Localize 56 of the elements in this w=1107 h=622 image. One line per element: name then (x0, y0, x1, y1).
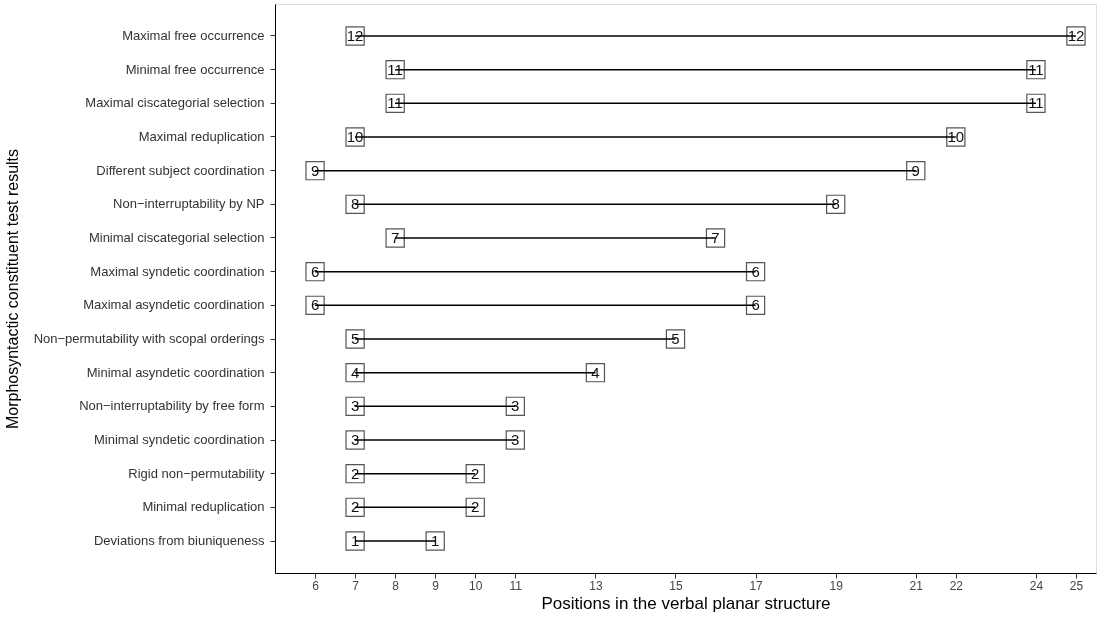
x-tick-label: 7 (352, 578, 360, 593)
y-tick-label: Maximal ciscategorial selection (85, 95, 265, 111)
x-tick-label: 19 (829, 578, 844, 593)
x-tick-label: 24 (1029, 578, 1044, 593)
y-tick-label: Rigid non−permutability (128, 465, 265, 481)
y-tick-label: Different subject coordination (96, 162, 265, 178)
annotation: 5 (671, 330, 680, 347)
annotation: 1 (431, 532, 440, 550)
annotation: 2 (350, 498, 360, 516)
x-tick-label: 8 (392, 578, 400, 593)
annotation: 8 (350, 195, 360, 213)
x-tick-label: 22 (949, 578, 964, 593)
y-tick-label: Non−interruptability by NP (113, 196, 265, 212)
annotation: 11 (387, 94, 403, 112)
x-tick-label: 25 (1069, 578, 1084, 593)
y-axis-title: Morphosyntactic constituent test results (3, 148, 21, 430)
x-tick-label: 9 (432, 578, 440, 593)
y-tick-label: Minimal free occurrence (125, 61, 265, 77)
x-tick-label: 15 (669, 578, 683, 593)
annotation: 10 (947, 127, 965, 145)
x-tick-label: 11 (509, 578, 523, 593)
y-tick-label: Deviations from biuniqueness (93, 533, 265, 549)
annotation: 2 (471, 498, 480, 516)
annotation: 3 (350, 431, 360, 449)
x-tick-label: 6 (312, 578, 320, 593)
annotation: 5 (350, 330, 360, 347)
x-tick-label: 13 (589, 578, 603, 593)
y-tick-label: Minimal reduplication (142, 499, 265, 515)
annotation: 1 (350, 532, 360, 550)
x-tick-label: 17 (749, 578, 764, 593)
annotation: 11 (387, 60, 403, 78)
y-tick-label: Maximal free occurrence (122, 27, 265, 43)
y-tick-label: Minimal syndetic coordination (93, 432, 265, 448)
y-tick-label: Non−interruptability by free form (79, 398, 265, 414)
y-tick-label: Minimal asyndetic coordination (86, 364, 265, 380)
annotation: 12 (346, 26, 364, 44)
annotation: 9 (911, 161, 920, 179)
annotation: 12 (1067, 26, 1085, 44)
y-tick-label: Minimal ciscategorial selection (88, 230, 265, 245)
x-tick-label: 21 (909, 578, 924, 593)
annotation: 7 (390, 229, 400, 246)
annotation: 7 (711, 229, 720, 246)
y-tick-label: Maximal reduplication (138, 128, 265, 144)
annotation: 11 (1028, 94, 1044, 112)
y-tick-label: Maximal asyndetic coordination (83, 297, 265, 313)
annotation: 2 (471, 464, 480, 482)
annotation: 8 (831, 195, 840, 213)
annotation: 11 (1028, 60, 1044, 78)
annotation: 3 (511, 431, 520, 449)
x-axis-title: Positions in the verbal planar structure (541, 593, 831, 613)
y-tick-label: Maximal syndetic coordination (90, 263, 265, 279)
annotation: 3 (511, 397, 520, 415)
x-tick-label: 10 (469, 578, 483, 593)
y-tick-label: Non−permutability with scopal orderings (33, 331, 265, 346)
annotation: 10 (346, 127, 364, 145)
annotation: 4 (350, 363, 360, 381)
